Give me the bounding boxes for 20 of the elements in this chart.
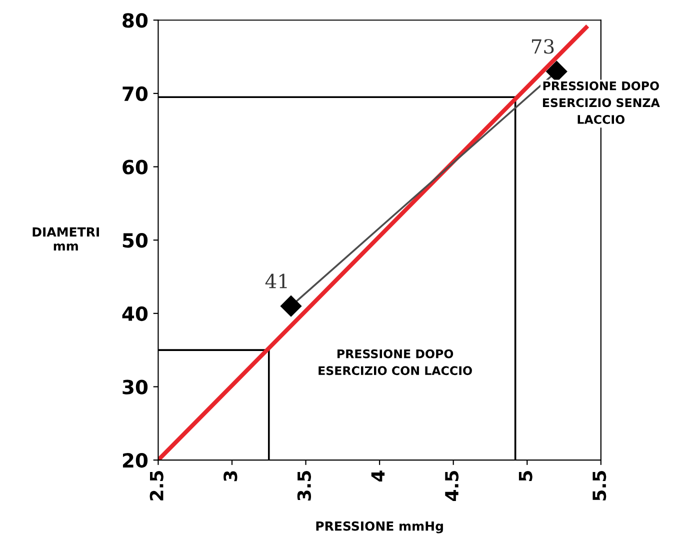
- y-tick-label: 40: [122, 306, 148, 322]
- data-label: 73: [532, 39, 554, 54]
- data-label: 41: [265, 274, 287, 288]
- y-tick-label: 70: [122, 86, 148, 102]
- x-tick-label: 3: [224, 471, 238, 482]
- y-tick-label: 80: [122, 13, 148, 28]
- annotation: PRESSIONE DOPO ESERCIZIO CON LACCIO: [318, 349, 472, 376]
- x-tick-label: 2.5: [150, 471, 164, 500]
- x-tick-label: 5: [518, 471, 532, 481]
- x-tick-label: 3.5: [297, 471, 312, 501]
- x-tick-label: 4: [371, 470, 385, 482]
- y-tick-label: 50: [122, 233, 148, 248]
- x-tick-label: 4.5: [445, 471, 459, 501]
- x-axis-title: PRESSIONE mmHg: [316, 521, 443, 534]
- y-tick-label: 20: [122, 453, 148, 468]
- y-tick-label: 30: [122, 380, 148, 394]
- y-axis-title: DIAMETRI mm: [32, 227, 99, 251]
- y-tick-label: 60: [122, 160, 148, 174]
- annotation: PRESSIONE DOPO ESERCIZIO SENZA LACCIO: [542, 81, 660, 124]
- x-tick-label: 5.5: [592, 471, 606, 500]
